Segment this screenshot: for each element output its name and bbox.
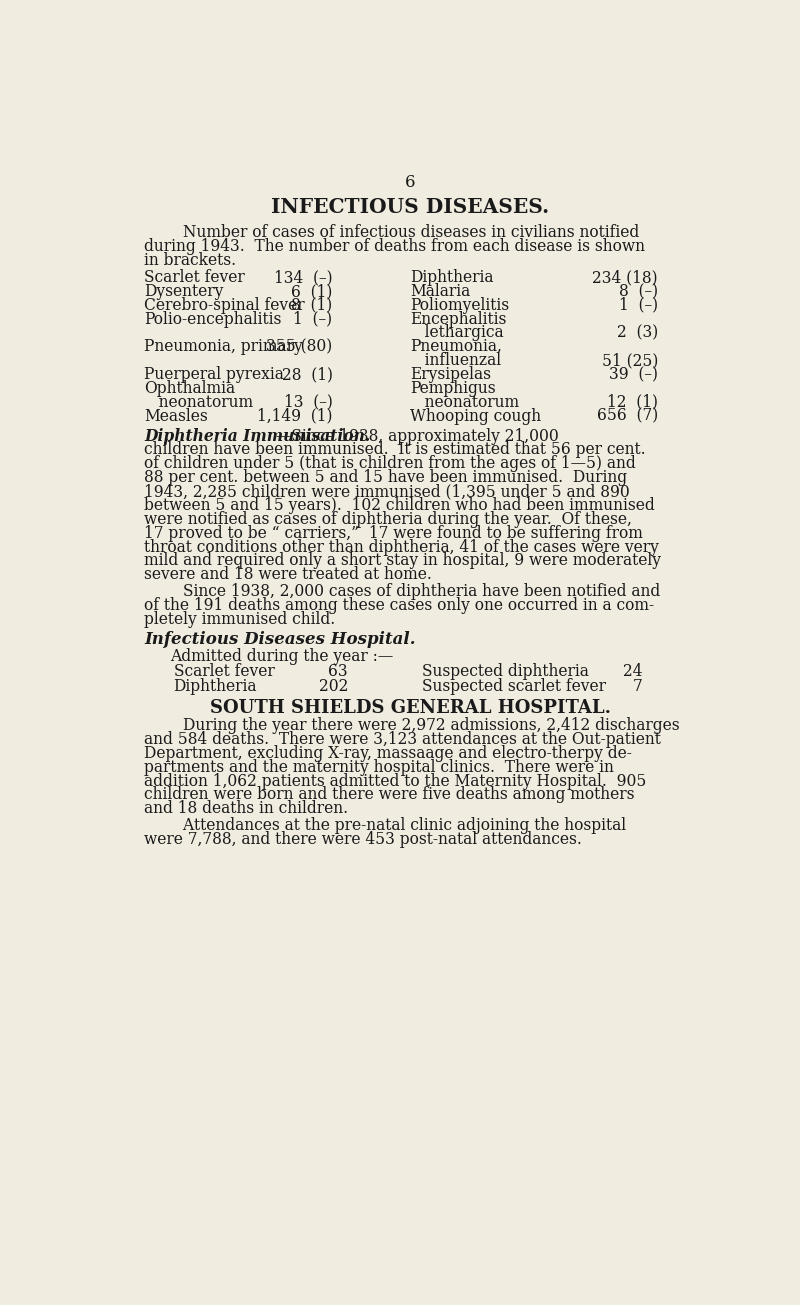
Text: Pneumonia,: Pneumonia, (410, 338, 502, 355)
Text: throat conditions other than diphtheria, 41 of the cases were very: throat conditions other than diphtheria,… (144, 539, 659, 556)
Text: children were born and there were five deaths among mothers: children were born and there were five d… (144, 787, 634, 804)
Text: 39  (–): 39 (–) (609, 365, 658, 384)
Text: Infectious Diseases Hospital.: Infectious Diseases Hospital. (144, 630, 416, 647)
Text: 63: 63 (328, 663, 348, 680)
Text: Measles: Measles (144, 407, 208, 424)
Text: 8  (–): 8 (–) (619, 283, 658, 300)
Text: Number of cases of infectious diseases in civilians notified: Number of cases of infectious diseases i… (144, 224, 639, 241)
Text: Diphtheria: Diphtheria (410, 269, 494, 286)
Text: Department, excluding X-ray, massaage and electro-therpy de-: Department, excluding X-ray, massaage an… (144, 745, 632, 762)
Text: 1943, 2,285 children were immunised (1,395 under 5 and 890: 1943, 2,285 children were immunised (1,3… (144, 483, 630, 500)
Text: 7: 7 (633, 677, 642, 694)
Text: 2  (3): 2 (3) (617, 325, 658, 342)
Text: 28  (1): 28 (1) (282, 365, 333, 384)
Text: 234 (18): 234 (18) (592, 269, 658, 286)
Text: 1,149  (1): 1,149 (1) (257, 407, 333, 424)
Text: Since 1938, 2,000 cases of diphtheria have been notified and: Since 1938, 2,000 cases of diphtheria ha… (144, 583, 661, 600)
Text: Pemphigus: Pemphigus (410, 380, 496, 397)
Text: 8  (1): 8 (1) (291, 296, 333, 313)
Text: 6  (1): 6 (1) (291, 283, 333, 300)
Text: neonatorum: neonatorum (410, 394, 519, 411)
Text: During the year there were 2,972 admissions, 2,412 discharges: During the year there were 2,972 admissi… (144, 718, 680, 735)
Text: Malaria: Malaria (410, 283, 470, 300)
Text: addition 1,062 patients admitted to the Maternity Hospital.  905: addition 1,062 patients admitted to the … (144, 773, 646, 790)
Text: 13  (–): 13 (–) (284, 394, 333, 411)
Text: Pneumonia, primary: Pneumonia, primary (144, 338, 303, 355)
Text: Scarlet fever: Scarlet fever (144, 269, 245, 286)
Text: during 1943.  The number of deaths from each disease is shown: during 1943. The number of deaths from e… (144, 239, 645, 256)
Text: Attendances at the pre-natal clinic adjoining the hospital: Attendances at the pre-natal clinic adjo… (144, 817, 626, 834)
Text: 17 proved to be “ carriers,”  17 were found to be suffering from: 17 proved to be “ carriers,” 17 were fou… (144, 525, 643, 542)
Text: neonatorum: neonatorum (144, 394, 254, 411)
Text: Cerebro-spinal fever: Cerebro-spinal fever (144, 296, 305, 313)
Text: Diphtheria Immunisation.: Diphtheria Immunisation. (144, 428, 370, 445)
Text: Diphtheria: Diphtheria (174, 677, 257, 694)
Text: 1  (–): 1 (–) (619, 296, 658, 313)
Text: severe and 18 were treated at home.: severe and 18 were treated at home. (144, 566, 432, 583)
Text: —Since 1938, approximately 21,000: —Since 1938, approximately 21,000 (276, 428, 558, 445)
Text: 1  (–): 1 (–) (294, 311, 333, 328)
Text: Ophthalmia: Ophthalmia (144, 380, 235, 397)
Text: 355 (80): 355 (80) (266, 338, 333, 355)
Text: Suspected scarlet fever: Suspected scarlet fever (422, 677, 606, 694)
Text: 656  (7): 656 (7) (597, 407, 658, 424)
Text: were 7,788, and there were 453 post-natal attendances.: were 7,788, and there were 453 post-nata… (144, 831, 582, 848)
Text: lethargica: lethargica (410, 325, 504, 342)
Text: Encephalitis: Encephalitis (410, 311, 506, 328)
Text: and 18 deaths in children.: and 18 deaths in children. (144, 800, 348, 817)
Text: in brackets.: in brackets. (144, 252, 236, 269)
Text: Erysipelas: Erysipelas (410, 365, 491, 384)
Text: Polio-encephalitis: Polio-encephalitis (144, 311, 282, 328)
Text: 88 per cent. between 5 and 15 have been immunised.  During: 88 per cent. between 5 and 15 have been … (144, 470, 627, 487)
Text: 6: 6 (405, 174, 415, 191)
Text: of children under 5 (that is children from the ages of 1—5) and: of children under 5 (that is children fr… (144, 455, 636, 472)
Text: 202: 202 (318, 677, 348, 694)
Text: Puerperal pyrexia: Puerperal pyrexia (144, 365, 284, 384)
Text: and 584 deaths.  There were 3,123 attendances at the Out-patient: and 584 deaths. There were 3,123 attenda… (144, 731, 661, 748)
Text: Poliomyelitis: Poliomyelitis (410, 296, 509, 313)
Text: Suspected diphtheria: Suspected diphtheria (422, 663, 589, 680)
Text: partments and the maternity hospital clinics.  There were in: partments and the maternity hospital cli… (144, 758, 614, 775)
Text: influenzal: influenzal (410, 352, 501, 369)
Text: 12  (1): 12 (1) (607, 394, 658, 411)
Text: children have been immunised.  It is estimated that 56 per cent.: children have been immunised. It is esti… (144, 441, 646, 458)
Text: mild and required only a short stay in hospital, 9 were moderately: mild and required only a short stay in h… (144, 552, 661, 569)
Text: between 5 and 15 years).  102 children who had been immunised: between 5 and 15 years). 102 children wh… (144, 497, 655, 514)
Text: Whooping cough: Whooping cough (410, 407, 541, 424)
Text: Scarlet fever: Scarlet fever (174, 663, 274, 680)
Text: pletely immunised child.: pletely immunised child. (144, 611, 335, 628)
Text: were notified as cases of diphtheria during the year.  Of these,: were notified as cases of diphtheria dur… (144, 510, 632, 527)
Text: 134  (–): 134 (–) (274, 269, 333, 286)
Text: 51 (25): 51 (25) (602, 352, 658, 369)
Text: 24: 24 (623, 663, 642, 680)
Text: SOUTH SHIELDS GENERAL HOSPITAL.: SOUTH SHIELDS GENERAL HOSPITAL. (210, 698, 610, 716)
Text: Dysentery: Dysentery (144, 283, 223, 300)
Text: INFECTIOUS DISEASES.: INFECTIOUS DISEASES. (271, 197, 549, 217)
Text: of the 191 deaths among these cases only one occurred in a com-: of the 191 deaths among these cases only… (144, 598, 654, 615)
Text: Admitted during the year :—: Admitted during the year :— (170, 647, 393, 664)
